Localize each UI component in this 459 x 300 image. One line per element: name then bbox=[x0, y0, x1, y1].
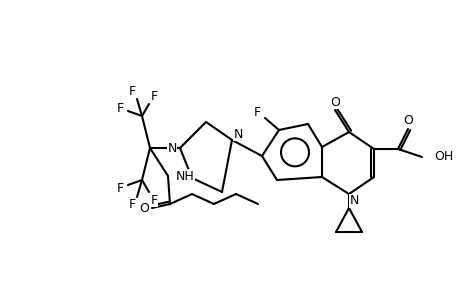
Text: O: O bbox=[330, 95, 339, 109]
Text: F: F bbox=[128, 199, 135, 212]
Text: NH: NH bbox=[176, 169, 194, 182]
Text: F: F bbox=[128, 85, 135, 98]
Text: OH: OH bbox=[433, 151, 452, 164]
Text: N: N bbox=[167, 142, 176, 154]
Text: F: F bbox=[116, 182, 123, 194]
Text: O: O bbox=[402, 115, 412, 128]
Text: F: F bbox=[253, 106, 260, 118]
Text: F: F bbox=[150, 89, 157, 103]
Text: O: O bbox=[139, 202, 149, 214]
Text: F: F bbox=[150, 194, 157, 206]
Text: F: F bbox=[116, 101, 123, 115]
Text: N: N bbox=[233, 128, 242, 140]
Text: N: N bbox=[348, 194, 358, 208]
